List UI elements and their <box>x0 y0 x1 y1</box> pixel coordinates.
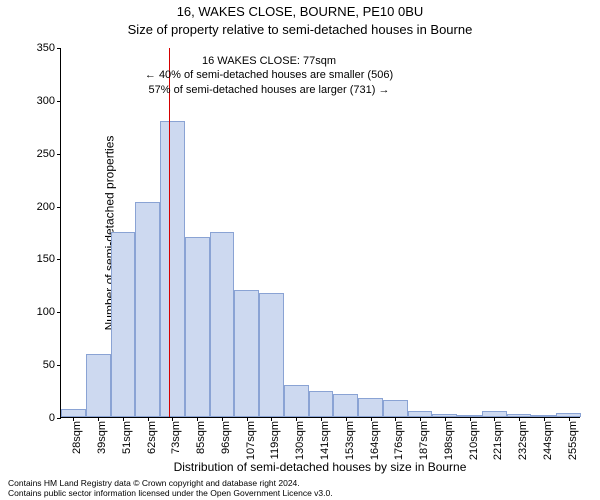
footer-line1: Contains HM Land Registry data © Crown c… <box>8 478 333 488</box>
x-tick-label: 96sqm <box>220 421 232 454</box>
x-tick-label: 255sqm <box>567 421 579 460</box>
y-tick-mark <box>57 259 61 260</box>
histogram-bar <box>210 232 235 417</box>
histogram-bar <box>383 400 408 417</box>
y-tick-mark <box>57 101 61 102</box>
histogram-bar <box>259 293 284 417</box>
histogram-bar <box>284 385 309 417</box>
x-tick-label: 119sqm <box>269 421 281 459</box>
histogram-bar <box>185 237 210 417</box>
annotation-line: ← 40% of semi-detached houses are smalle… <box>145 68 393 83</box>
x-tick-label: 198sqm <box>443 421 455 460</box>
y-tick-mark <box>57 365 61 366</box>
x-axis-label: Distribution of semi-detached houses by … <box>60 460 580 474</box>
histogram-bar <box>86 354 111 417</box>
x-tick-label: 85sqm <box>195 421 207 454</box>
x-tick-label: 62sqm <box>146 421 158 454</box>
y-tick-mark <box>57 154 61 155</box>
x-tick-label: 39sqm <box>96 421 108 454</box>
histogram-bar <box>358 398 383 417</box>
y-tick-mark <box>57 418 61 419</box>
plot-area: 05010015020025030035028sqm39sqm51sqm62sq… <box>60 48 580 418</box>
chart-title-line1: 16, WAKES CLOSE, BOURNE, PE10 0BU <box>0 4 600 19</box>
x-tick-label: 73sqm <box>170 421 182 454</box>
y-tick-mark <box>57 48 61 49</box>
x-tick-label: 244sqm <box>542 421 554 460</box>
x-tick-label: 176sqm <box>393 421 405 460</box>
footer-line2: Contains public sector information licen… <box>8 488 333 498</box>
x-tick-label: 210sqm <box>468 421 480 460</box>
histogram-bar <box>333 394 358 417</box>
x-tick-label: 232sqm <box>517 421 529 460</box>
footer-attribution: Contains HM Land Registry data © Crown c… <box>8 478 333 498</box>
annotation-box: 16 WAKES CLOSE: 77sqm← 40% of semi-detac… <box>145 54 393 99</box>
histogram-bar <box>111 232 136 417</box>
histogram-bar <box>160 121 185 417</box>
histogram-bar <box>135 202 160 417</box>
histogram-bar <box>234 290 259 417</box>
histogram-bar <box>61 409 86 417</box>
x-tick-label: 107sqm <box>245 421 257 460</box>
annotation-line: 16 WAKES CLOSE: 77sqm <box>145 54 393 69</box>
x-tick-label: 153sqm <box>344 421 356 460</box>
y-tick-mark <box>57 207 61 208</box>
histogram-bar <box>309 391 334 417</box>
chart-container: 16, WAKES CLOSE, BOURNE, PE10 0BU Size o… <box>0 0 600 500</box>
annotation-line: 57% of semi-detached houses are larger (… <box>145 83 393 98</box>
x-tick-label: 164sqm <box>369 421 381 460</box>
x-tick-label: 130sqm <box>294 421 306 460</box>
y-tick-mark <box>57 312 61 313</box>
x-tick-label: 187sqm <box>418 421 430 460</box>
x-tick-label: 221sqm <box>492 421 504 460</box>
x-tick-label: 141sqm <box>319 421 331 460</box>
x-tick-label: 28sqm <box>71 421 83 454</box>
x-tick-label: 51sqm <box>121 421 133 454</box>
chart-title-line2: Size of property relative to semi-detach… <box>0 22 600 37</box>
property-marker-line <box>169 48 170 417</box>
